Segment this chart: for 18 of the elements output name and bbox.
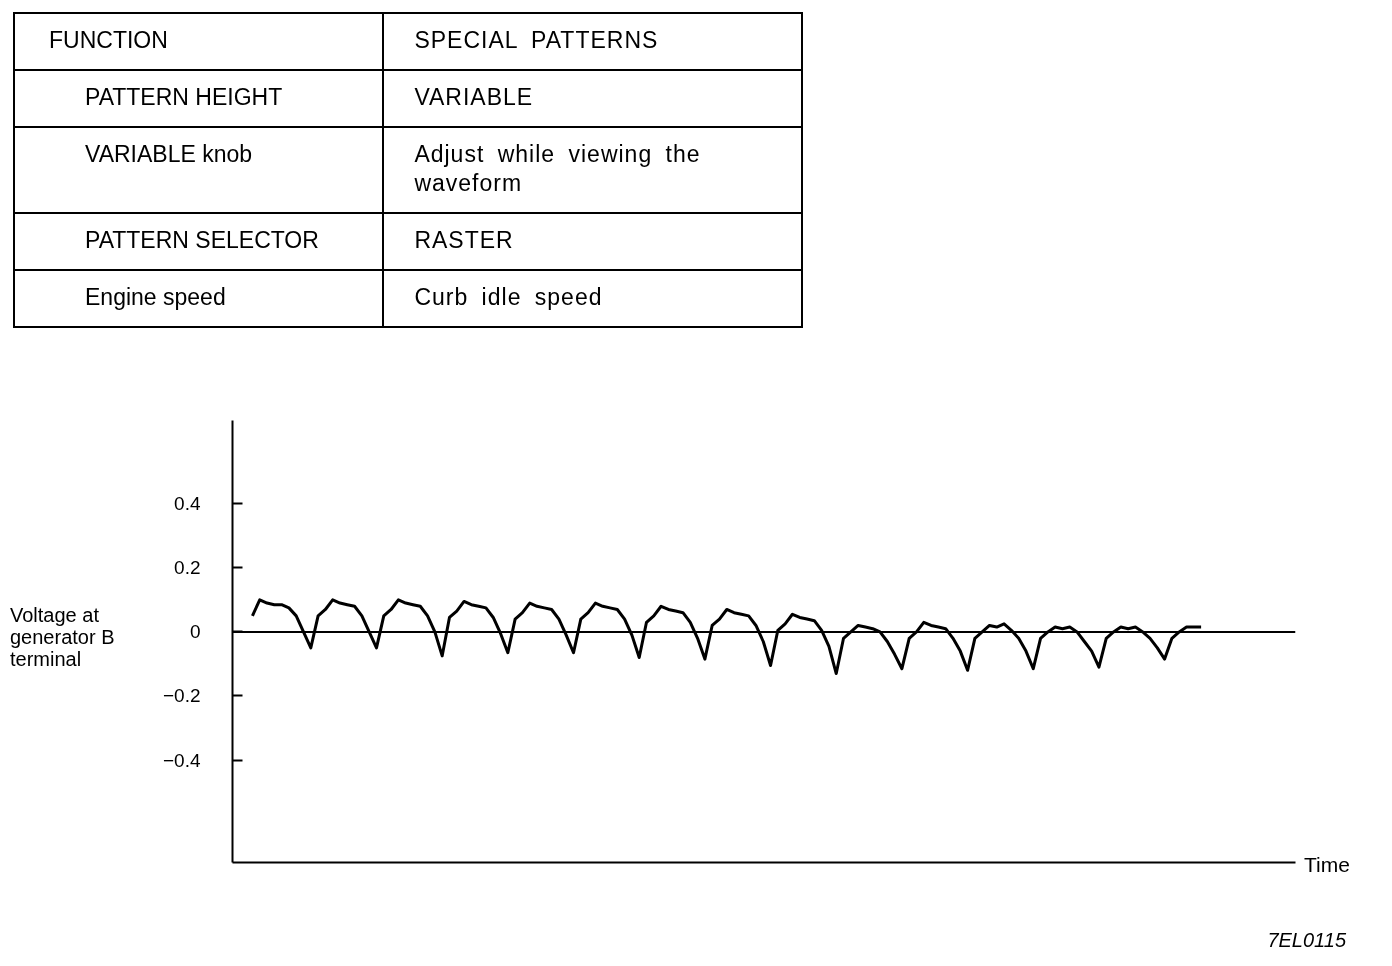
text: Curb idle speed [383, 270, 802, 327]
text: FUNCTION [14, 13, 384, 70]
text: SPECIAL PATTERNS [383, 13, 802, 70]
text: PATTERN SELECTOR [14, 213, 384, 270]
y-tick-label: 0.2 [174, 557, 201, 579]
text: VARIABLE knob [14, 127, 384, 213]
x-axis-title: Time [1304, 852, 1350, 878]
text: PATTERN HEIGHT [14, 70, 384, 127]
y-tick-label: −0.4 [162, 749, 201, 771]
text: RASTER [383, 213, 802, 270]
text: 7EL0115 [1267, 928, 1346, 953]
y-tick-label: −0.2 [162, 685, 201, 707]
y-tick-label: 0.4 [174, 493, 201, 515]
y-axis-title: Voltage at generator B terminal [10, 604, 115, 670]
text: VARIABLE [383, 70, 802, 127]
text: Engine speed [14, 270, 384, 327]
text: Adjust while viewing the waveform [383, 127, 802, 213]
y-tick-label: 0 [189, 621, 201, 643]
